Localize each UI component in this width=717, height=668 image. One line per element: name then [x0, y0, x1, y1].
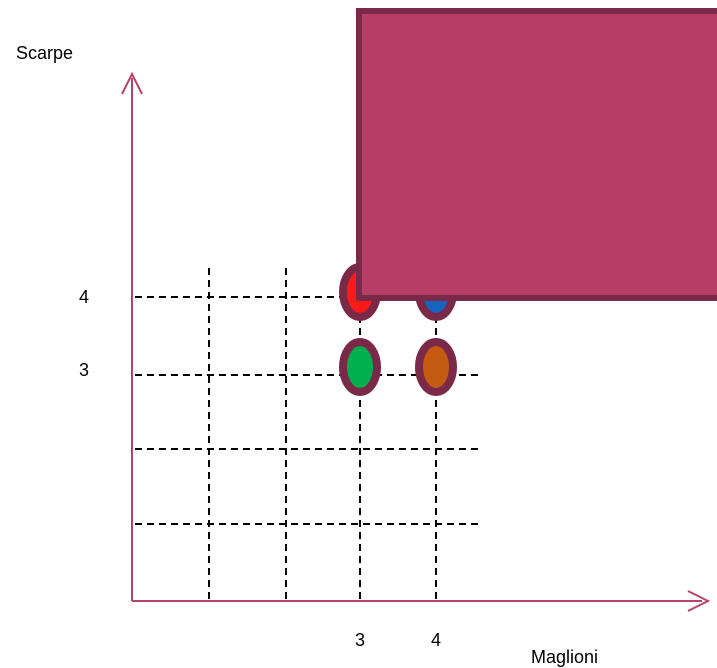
overlay-rectangle	[356, 8, 717, 301]
point-4-3	[415, 338, 457, 396]
y-axis-arrowhead	[121, 71, 143, 95]
y-tick-label-4: 4	[79, 287, 90, 307]
axes	[121, 71, 711, 612]
x-axis-arrowhead	[687, 590, 711, 612]
point-3-3	[339, 338, 381, 396]
y-tick-label-3: 3	[79, 360, 90, 380]
x-axis-title: Maglioni	[531, 647, 599, 667]
y-axis-title: Scarpe	[16, 43, 74, 63]
x-tick-label-4: 4	[431, 630, 442, 650]
x-tick-label-3: 3	[355, 630, 366, 650]
grid-lines	[135, 268, 480, 600]
